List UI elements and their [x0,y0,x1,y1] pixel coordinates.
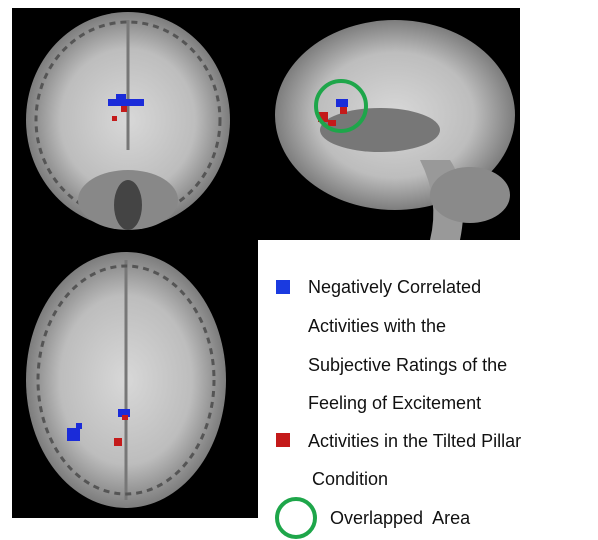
legend-swatch-red [276,433,290,447]
legend-text: Activities in the Tilted Pillar [308,431,521,451]
coronal-image [12,8,258,240]
legend-text: Subjective Ratings of the [308,355,507,375]
legend-swatch-blue [276,280,290,294]
axial-image [12,240,258,518]
legend-text: Overlapped Area [330,508,471,528]
sagittal-image [258,8,520,240]
figure: Negatively Correlated Activities with th… [0,0,598,540]
legend-text: Condition [312,469,388,489]
legend-text: Feeling of Excitement [308,393,481,413]
legend-text: Negatively Correlated [308,277,481,297]
legend-text: Activities with the [308,316,446,336]
legend: Negatively Correlated Activities with th… [276,277,521,537]
legend-circle [277,499,315,537]
